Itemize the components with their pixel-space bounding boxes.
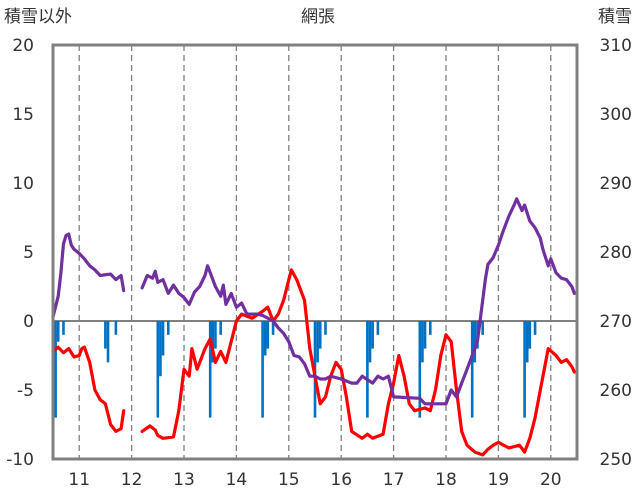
precip-bar-25 bbox=[376, 321, 380, 335]
plot-frame bbox=[51, 43, 579, 461]
x-tick-11: 11 bbox=[68, 470, 90, 490]
precip-bar-10 bbox=[208, 321, 212, 418]
precip-bar-2 bbox=[62, 321, 65, 335]
precip-bar-11 bbox=[211, 321, 215, 363]
precip-bar-8 bbox=[161, 321, 165, 356]
vertical-grid bbox=[78, 45, 552, 459]
right-tick-280: 280 bbox=[600, 243, 632, 263]
right-tick-290: 290 bbox=[600, 174, 632, 194]
precip-bar-4 bbox=[106, 321, 110, 363]
precip-bar-36 bbox=[528, 321, 532, 349]
precip-bar-9 bbox=[166, 321, 170, 335]
series-0-segment-0 bbox=[51, 345, 126, 433]
x-tick-17: 17 bbox=[383, 470, 405, 490]
left-axis-label: 積雪以外 bbox=[4, 7, 72, 27]
precip-bar-16 bbox=[266, 321, 270, 349]
precip-bar-17 bbox=[271, 321, 275, 335]
precip-bar-37 bbox=[533, 321, 537, 335]
precip-bar-5 bbox=[114, 321, 118, 335]
left-tick-5: 5 bbox=[23, 243, 34, 263]
x-tick-12: 12 bbox=[121, 470, 143, 490]
left-tick-0: 0 bbox=[23, 312, 34, 332]
series-lines bbox=[51, 197, 576, 457]
precip-bar-12 bbox=[214, 321, 217, 349]
precip-bar-27 bbox=[421, 321, 424, 363]
x-tick-14: 14 bbox=[226, 470, 248, 490]
precip-bar-14 bbox=[261, 321, 264, 418]
right-tick-270: 270 bbox=[600, 312, 632, 332]
precip-bar-15 bbox=[263, 321, 267, 356]
chart-title: 網張 bbox=[301, 7, 335, 27]
x-tick-19: 19 bbox=[488, 470, 510, 490]
left-tick--5: -5 bbox=[17, 381, 34, 401]
precip-bar-1 bbox=[56, 321, 60, 342]
left-tick-15: 15 bbox=[12, 105, 34, 125]
right-axis-label: 積雪 bbox=[598, 7, 632, 27]
precip-bar-29 bbox=[428, 321, 432, 335]
precip-bar-26 bbox=[418, 321, 422, 418]
x-tick-labels: 11 12 13 14 15 16 17 18 19 20 bbox=[68, 470, 561, 490]
series-0-segment-1 bbox=[140, 268, 576, 457]
precip-bar-6 bbox=[156, 321, 160, 418]
precip-bar-7 bbox=[159, 321, 162, 377]
right-tick-250: 250 bbox=[600, 450, 632, 470]
precip-bar-22 bbox=[366, 321, 369, 418]
series-1-segment-0 bbox=[51, 232, 126, 319]
precip-bar-20 bbox=[318, 321, 322, 349]
left-tick--10: -10 bbox=[6, 450, 34, 470]
left-tick-20: 20 bbox=[12, 36, 34, 56]
right-tick-310: 310 bbox=[600, 36, 632, 56]
precip-bar-21 bbox=[324, 321, 327, 335]
precip-bar-34 bbox=[523, 321, 526, 418]
precip-bar-13 bbox=[219, 321, 222, 335]
precip-bar-24 bbox=[371, 321, 374, 349]
precip-bar-23 bbox=[368, 321, 372, 363]
precip-bar-28 bbox=[423, 321, 427, 349]
x-tick-13: 13 bbox=[173, 470, 195, 490]
left-tick-10: 10 bbox=[12, 174, 34, 194]
right-tick-labels: 310 300 290 280 270 260 250 bbox=[600, 36, 632, 470]
right-tick-300: 300 bbox=[600, 105, 632, 125]
x-tick-20: 20 bbox=[540, 470, 562, 490]
precip-bar-19 bbox=[316, 321, 319, 363]
precip-bar-3 bbox=[104, 321, 107, 349]
precip-bar-33 bbox=[481, 321, 484, 335]
precip-bar-35 bbox=[525, 321, 529, 363]
precipitation-bars bbox=[54, 321, 537, 418]
left-tick-labels: 20 15 10 5 0 -5 -10 bbox=[6, 36, 34, 470]
precip-bar-0 bbox=[54, 321, 57, 418]
x-tick-18: 18 bbox=[435, 470, 457, 490]
right-tick-260: 260 bbox=[600, 381, 632, 401]
x-tick-15: 15 bbox=[278, 470, 300, 490]
x-tick-16: 16 bbox=[330, 470, 352, 490]
series-1-segment-1 bbox=[140, 197, 576, 406]
precip-bar-31 bbox=[473, 321, 477, 363]
precip-bar-30 bbox=[470, 321, 474, 418]
